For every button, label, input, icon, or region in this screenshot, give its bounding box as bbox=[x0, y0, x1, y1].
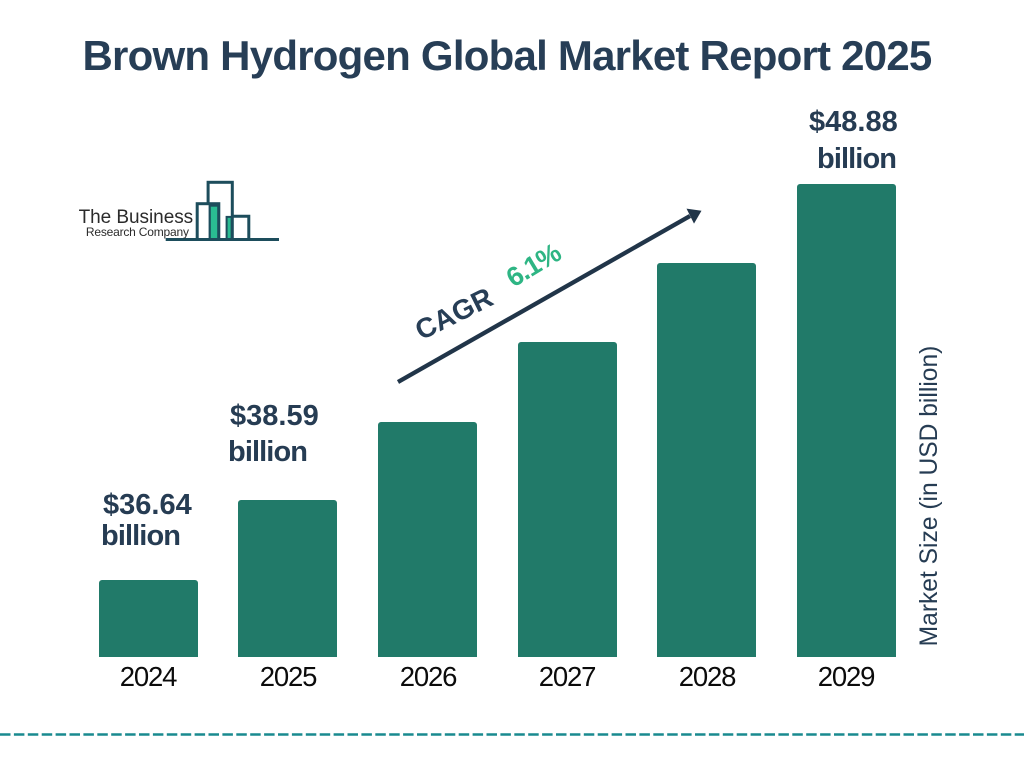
svg-text:The Business: The Business bbox=[79, 207, 194, 228]
svg-text:Research Company: Research Company bbox=[86, 225, 189, 239]
